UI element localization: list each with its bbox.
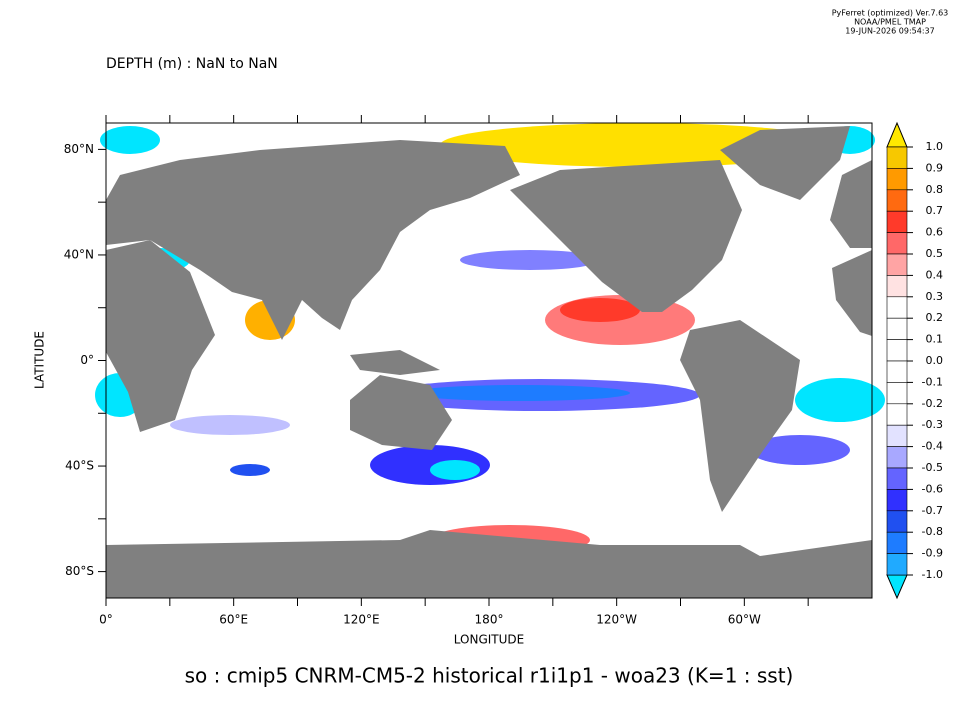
colorbar-label: 0.4 xyxy=(926,268,944,281)
colorbar-band xyxy=(886,424,908,447)
colorbar-band xyxy=(886,168,908,191)
land xyxy=(680,320,800,512)
y-tick-label: 80°S xyxy=(65,564,94,578)
colorbar-band xyxy=(886,403,908,426)
colorbar-band xyxy=(886,189,908,212)
land xyxy=(830,160,872,248)
colorbar-label: -0.1 xyxy=(922,375,943,388)
atlantic-anomaly xyxy=(750,435,850,465)
pacific-anomaly xyxy=(460,250,600,270)
colorbar-label: 0.0 xyxy=(926,354,944,367)
colorbar-band xyxy=(886,446,908,469)
x-tick-label: 60°W xyxy=(728,613,761,627)
colorbar-label: -0.7 xyxy=(922,504,943,517)
colorbar-under xyxy=(886,574,908,600)
colorbar-band xyxy=(886,467,908,490)
colorbar-label: 0.2 xyxy=(926,311,944,324)
colorbar-label: 0.7 xyxy=(926,204,944,217)
y-tick-label: 40°S xyxy=(65,459,94,473)
x-tick-label: 60°E xyxy=(219,613,248,627)
colorbar-label: 0.6 xyxy=(926,226,944,239)
colorbar-band xyxy=(886,210,908,233)
pacific-anomaly xyxy=(560,298,640,322)
equatorial-anomaly xyxy=(410,385,630,401)
colorbar-band xyxy=(886,317,908,340)
arctic-anomaly xyxy=(100,126,160,154)
colorbar-band xyxy=(886,489,908,512)
land xyxy=(720,126,850,200)
colorbar-label: -0.5 xyxy=(922,461,943,474)
colorbar-over xyxy=(886,121,908,148)
colorbar-band xyxy=(886,253,908,276)
y-axis-label: LATITUDE xyxy=(33,331,47,389)
colorbar-label: -0.6 xyxy=(922,482,943,495)
colorbar-band xyxy=(886,360,908,383)
colorbar-label: -1.0 xyxy=(922,568,943,581)
land xyxy=(350,375,452,450)
x-tick-label: 180° xyxy=(475,613,504,627)
header-timestamp: 19-JUN-2026 09:54:37 xyxy=(845,27,934,36)
indian-anomaly xyxy=(230,464,270,476)
colorbar-label: 0.9 xyxy=(926,161,944,174)
y-tick-label: 0° xyxy=(80,353,94,367)
header-org: NOAA/PMEL TMAP xyxy=(854,18,926,27)
land xyxy=(106,530,872,598)
colorbar-label: 1.0 xyxy=(926,140,944,153)
colorbar-label: 0.8 xyxy=(926,183,944,196)
colorbar-label: -0.3 xyxy=(922,418,943,431)
map-field xyxy=(95,123,885,598)
indian-anomaly xyxy=(170,415,290,435)
land xyxy=(832,250,872,336)
colorbar-band xyxy=(886,339,908,362)
colorbar-band xyxy=(886,382,908,405)
colorbar-band xyxy=(886,146,908,169)
land xyxy=(510,160,742,312)
colorbar-label: -0.4 xyxy=(922,440,943,453)
colorbar-band xyxy=(886,275,908,298)
colorbar-label: -0.2 xyxy=(922,397,943,410)
colorbar-band xyxy=(886,553,908,576)
land xyxy=(106,140,520,340)
x-axis-label: LONGITUDE xyxy=(454,633,524,647)
x-tick-label: 120°W xyxy=(596,613,637,627)
colorbar-label: 0.5 xyxy=(926,247,944,260)
colorbar-band xyxy=(886,296,908,319)
southern-anomaly xyxy=(430,460,480,480)
colorbar-band xyxy=(886,531,908,554)
colorbar-label: 0.3 xyxy=(926,290,944,303)
land xyxy=(106,240,215,432)
title: so : cmip5 CNRM-CM5-2 historical r1i1p1 … xyxy=(185,664,794,688)
x-tick-label: 0° xyxy=(99,613,113,627)
colorbar-band xyxy=(886,510,908,533)
atlantic-anomaly xyxy=(795,378,885,422)
y-tick-label: 80°N xyxy=(64,142,94,156)
colorbar-band xyxy=(886,232,908,255)
colorbar-label: 0.1 xyxy=(926,333,944,346)
colorbar-label: -0.9 xyxy=(922,547,943,560)
header-software: PyFerret (optimized) Ver.7.63 xyxy=(832,9,949,18)
y-tick-label: 40°N xyxy=(64,247,94,261)
subtitle: DEPTH (m) : NaN to NaN xyxy=(106,56,278,72)
colorbar-label: -0.8 xyxy=(922,525,943,538)
land xyxy=(350,350,440,375)
x-tick-label: 120°E xyxy=(343,613,380,627)
